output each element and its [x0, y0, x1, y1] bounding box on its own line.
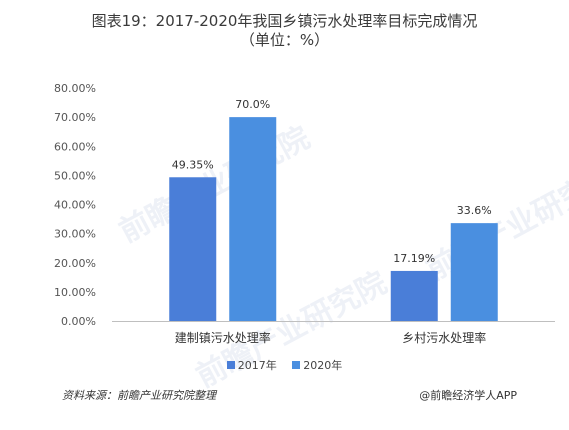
chart-title-line1: 图表19：2017-2020年我国乡镇污水处理率目标完成情况	[91, 12, 478, 30]
data-label: 49.35%	[172, 158, 214, 171]
legend-item-2020: 2020年	[292, 357, 342, 373]
data-label: 33.6%	[457, 204, 492, 217]
bar	[229, 117, 277, 321]
chart-title-line2: （单位：%）	[239, 31, 330, 49]
y-tick-label: 0.00%	[61, 315, 96, 328]
legend-item-2017: 2017年	[226, 357, 277, 373]
legend-label-2020: 2020年	[303, 359, 343, 372]
bar	[450, 223, 498, 321]
y-tick-label: 70.00%	[54, 111, 96, 124]
data-label: 17.19%	[393, 252, 435, 265]
legend-swatch-2017	[226, 361, 235, 369]
brand-credit: @前瞻经济学人APP	[419, 389, 517, 402]
data-label: 70.0%	[235, 98, 270, 111]
x-category-label: 乡村污水处理率	[402, 330, 486, 345]
chart-title: 图表19：2017-2020年我国乡镇污水处理率目标完成情况 （单位：%）	[0, 12, 569, 50]
x-category-label: 建制镇污水处理率	[175, 330, 271, 345]
y-tick-label: 40.00%	[54, 199, 96, 212]
y-tick-label: 30.00%	[54, 228, 96, 241]
bar	[169, 177, 217, 321]
legend-label-2017: 2017年	[237, 359, 277, 372]
y-tick-label: 20.00%	[54, 257, 96, 270]
y-tick-label: 10.00%	[54, 286, 96, 299]
y-tick-label: 80.00%	[54, 82, 96, 95]
y-tick-label: 60.00%	[54, 140, 96, 153]
chart-legend: 2017年 2020年	[0, 357, 569, 373]
source-note: 资料来源：前瞻产业研究院整理	[62, 389, 216, 402]
y-tick-label: 50.00%	[54, 169, 96, 182]
legend-swatch-2020	[292, 361, 301, 369]
bar	[390, 270, 438, 321]
